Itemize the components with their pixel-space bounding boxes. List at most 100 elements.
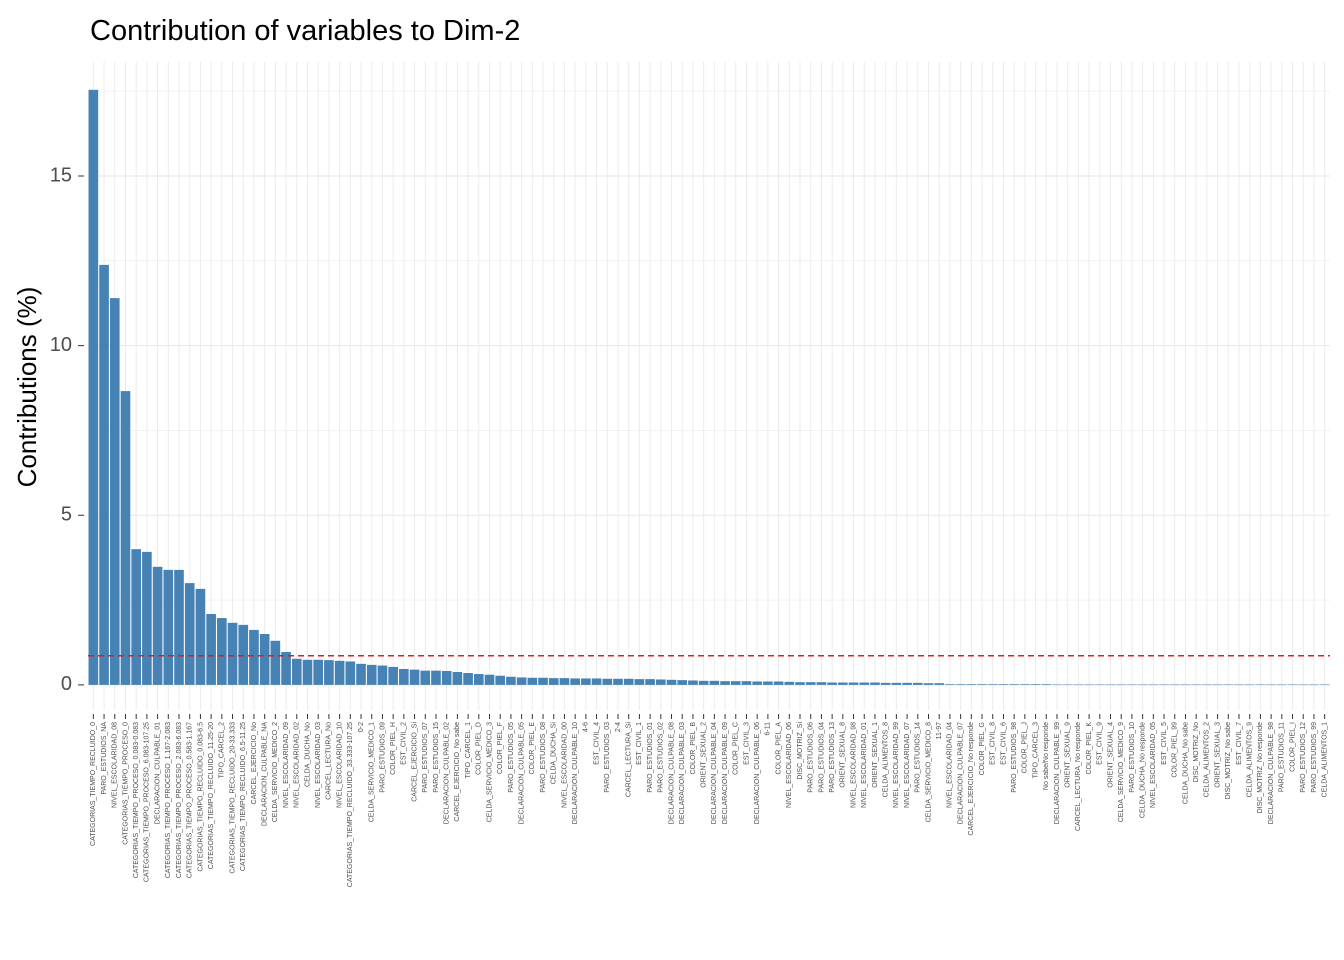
x-tick-label: PARO_ESTUDIOS_02 <box>658 722 665 793</box>
bar <box>805 682 816 685</box>
x-tick-label: COLOR_PIEL_J <box>1022 722 1029 773</box>
x-tick-label: CELDA_DUCHA_Si <box>551 722 558 785</box>
bar <box>313 659 324 685</box>
x-tick-label: 6-11 <box>765 722 772 736</box>
x-tick-label: CATEGORIAS_TIEMPO_RECLUIDO_20-33.333 <box>229 722 236 874</box>
bar <box>152 566 163 685</box>
bar <box>1244 684 1255 686</box>
bar <box>302 659 313 685</box>
bar <box>291 658 302 685</box>
bar <box>174 569 184 685</box>
bar <box>1212 684 1223 686</box>
bar <box>1009 684 1019 685</box>
bar <box>131 549 141 685</box>
bar <box>1223 684 1234 686</box>
bar <box>1062 684 1073 686</box>
bar <box>698 680 709 685</box>
x-tick-label: ORIENT_SEXUAL_1 <box>872 722 879 788</box>
x-tick-label: 2-4 <box>615 722 622 732</box>
bar <box>1319 684 1330 686</box>
bar <box>1116 684 1127 686</box>
x-tick-label: NIVEL_ESCOLARIDAD_03 <box>315 722 322 808</box>
x-tick-label: CATEGORIAS_TIEMPO_RECLUIDO_0 <box>90 722 97 846</box>
bar <box>827 682 837 685</box>
bar <box>1277 684 1287 686</box>
x-tick-label: DECLARACION_CULPABLE_02 <box>444 722 451 824</box>
bar <box>259 634 270 685</box>
x-tick-label: DISC_MOTRIZ_No <box>1193 722 1200 782</box>
bar <box>120 391 131 685</box>
x-tick-label: PARO_ESTUDIOS_15 <box>433 722 440 793</box>
bar <box>184 583 195 685</box>
bar <box>688 680 698 685</box>
x-tick-label: ORIENT_SEXUAL_4 <box>1107 722 1114 788</box>
y-axis-label: Contributions (%) <box>12 287 42 488</box>
x-tick-label: PARO_ESTUDIOS_03 <box>604 722 611 793</box>
x-tick-label: CATEGORIAS_TIEMPO_PROCESO_6.083-107.25 <box>144 722 151 882</box>
chart-title: Contribution of variables to Dim-2 <box>90 15 520 47</box>
x-tick-label: COLOR_PIEL_D <box>476 722 483 775</box>
bar <box>848 682 859 685</box>
x-tick-label: EST_CIVIL_2 <box>401 722 408 765</box>
x-tick-label: PARO_ESTUDIOS_10 <box>1129 722 1136 793</box>
x-tick-label: EST_CIVIL_7 <box>1236 722 1243 765</box>
bar <box>966 684 977 685</box>
bar <box>1255 684 1266 686</box>
bar <box>859 682 870 685</box>
x-tick-label: TIPO_CARCEL_1 <box>465 722 472 779</box>
x-tick-label: DECLARACION_CULPABLE_03 <box>679 722 686 824</box>
bar <box>1137 684 1148 686</box>
x-tick-label: EST_CIVIL_8 <box>990 722 997 765</box>
x-tick-label: No sabe/No responde <box>1043 722 1050 790</box>
x-tick-label: CELDA_DUCHA_No sabe <box>1182 722 1189 804</box>
bar <box>656 679 666 685</box>
bar <box>720 681 730 685</box>
bar <box>1180 684 1191 686</box>
x-tick-label: 4-6 <box>583 722 590 732</box>
x-tick-label: EST_CIVIL_6 <box>1000 722 1007 765</box>
x-tick-label: EST_CIVIL_5 <box>1161 722 1168 765</box>
x-tick-label: ORIENT_SEXUAL_2 <box>700 722 707 788</box>
bar <box>912 682 923 685</box>
bar <box>838 682 848 685</box>
x-tick-label: DECLARACION_CULPABLE_04 <box>711 722 718 824</box>
x-tick-label: PARO_ESTUDIOS_13 <box>829 722 836 793</box>
x-tick-label: CELDA_ALIMENTOS_9 <box>1247 722 1254 797</box>
bar <box>1094 684 1105 686</box>
x-tick-label: TIPO_CARCEL_2 <box>219 722 226 779</box>
x-tick-label: NIVEL_ESCOLARIDAD_09 <box>283 722 290 808</box>
x-tick-label: COLOR_PIEL_I <box>1289 722 1296 772</box>
x-tick-label: COLOR_PIEL_B <box>690 722 697 775</box>
bar <box>602 678 613 685</box>
x-tick-label: ORIENT_SEXUAL_8 <box>840 722 847 788</box>
x-tick-label: CATEGORIAS_TIEMPO_RECLUIDO_33.333-107.25 <box>347 722 354 887</box>
bar <box>1073 684 1084 686</box>
x-tick-label: CARCEL_LECTURA_No <box>326 722 333 800</box>
bar <box>645 679 655 685</box>
x-tick-label: CELDA_SERVICIO_MEDICO_2 <box>272 722 279 822</box>
x-tick-label: NIVEL_ESCOLARIDAD_98 <box>850 722 857 808</box>
bar <box>238 624 249 685</box>
x-tick-label: DISC_MOTRIZ_No responde <box>1257 722 1264 814</box>
x-tick-label: PARO_ESTUDIOS_14 <box>915 722 922 793</box>
x-tick-label: DECLARACION_CULPABLE_06 <box>754 722 761 824</box>
x-tick-label: ORIENT_SEXUAL_3 <box>1214 722 1221 788</box>
x-tick-label: DECLARACION_CULPABLE_05 <box>518 722 525 824</box>
bar <box>1287 684 1298 686</box>
bar <box>1169 684 1180 686</box>
bar <box>559 678 570 685</box>
x-tick-label: PARO_ESTUDIOS_98 <box>1011 722 1018 793</box>
x-tick-label: DECLARACION_CULPABLE_08 <box>668 722 675 824</box>
bar <box>1234 684 1244 686</box>
bar <box>870 682 880 685</box>
x-tick-label: CELDA_ALIMENTOS_8 <box>883 722 890 797</box>
bar <box>1309 684 1319 686</box>
x-tick-label: DECLARACION_CULPABLE_98 <box>1268 722 1275 824</box>
x-tick-label: CELDA_DUCHA_No responde <box>1139 722 1146 818</box>
bar <box>816 682 827 685</box>
bar <box>1191 684 1201 686</box>
x-tick-label: EST_CIVIL_3 <box>743 722 750 765</box>
bar <box>773 681 784 685</box>
x-tick-label: COLOR_PIEL_F <box>497 722 504 774</box>
bar <box>1084 684 1094 686</box>
